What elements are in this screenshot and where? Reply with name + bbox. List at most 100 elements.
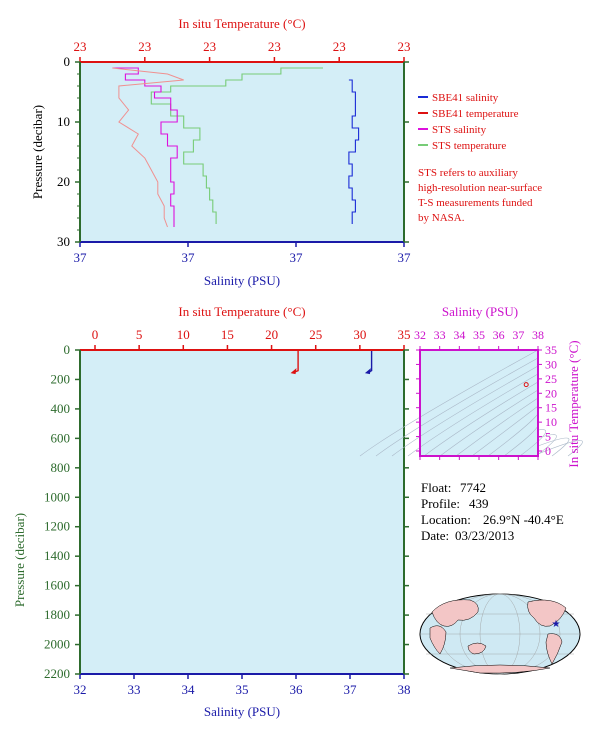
bottom-pressure-tick-label: 1000 [44, 489, 70, 504]
bottom-temp-tick-label: 5 [136, 327, 143, 342]
bottom-pressure-ticks: 0 200 400 600 800 1000 1200 1400 1600 1800 2000 220… [44, 342, 409, 681]
legend-label-sts-salinity: STS salinity [432, 124, 487, 136]
bottom-series-line [368, 350, 373, 373]
bottom-pressure-tick-label: 1200 [44, 519, 70, 534]
ts-points [523, 382, 529, 388]
top-sal-tick-label: 37 [182, 250, 196, 265]
bottom-series-end-marker [290, 368, 297, 375]
sts-note-line-1: STS refers to auxiliary [418, 167, 518, 179]
bottom-temp-tick-label: 25 [309, 327, 322, 342]
bottom-pressure-tick-label: 800 [51, 460, 71, 475]
ts-contour [471, 405, 539, 457]
world-map: ★ [419, 593, 581, 675]
legend: SBE41 salinity SBE41 temperature STS sal… [418, 92, 519, 152]
bottom-sal-tick-label: 35 [236, 682, 249, 697]
top-sts-salinity-line [112, 67, 178, 227]
ts-contour [407, 373, 539, 457]
bottom-series-line [294, 350, 299, 373]
sts-note: STS refers to auxiliary high-resolution … [418, 167, 542, 224]
ts-contour [487, 413, 539, 457]
float-location-marker: ★ [552, 619, 561, 630]
ts-contour [455, 397, 539, 457]
top-red-trace [112, 67, 184, 228]
bottom-temp-tick-label: 35 [398, 327, 411, 342]
ts-temp-tick-label: 0 [545, 444, 551, 458]
top-temp-ticks: 23 23 23 23 23 23 [74, 39, 411, 62]
location-value: 26.9°N -40.4°E [483, 512, 564, 527]
date-value: 03/23/2013 [455, 528, 514, 543]
bottom-temp-tick-label: 10 [177, 327, 190, 342]
sts-note-line-4: by NASA. [418, 212, 465, 224]
top-pressure-tick-label: 20 [57, 174, 70, 189]
float-info: Float: 7742 Profile: 439 Location: 26.9°… [421, 480, 564, 543]
bottom-temp-tick-label: 20 [265, 327, 278, 342]
top-pressure-title: Pressure (decibar) [30, 105, 45, 199]
bottom-series-end-marker [364, 368, 371, 375]
map-antarctica [449, 664, 551, 674]
bottom-sal-ticks: 32 33 34 35 36 37 38 [74, 674, 411, 697]
ts-contour [439, 389, 539, 457]
top-pressure-ticks: 0 10 20 30 [57, 54, 409, 249]
top-pressure-tick-label: 0 [64, 54, 71, 69]
map-australia [467, 642, 487, 655]
profile-value: 439 [469, 496, 489, 511]
ts-contour [537, 437, 570, 457]
float-value: 7742 [460, 480, 486, 495]
bottom-plot-area [80, 350, 404, 674]
ts-sal-tick-label: 33 [434, 328, 446, 342]
location-label: Location: [421, 512, 471, 527]
bottom-temp-tick-label: 30 [353, 327, 366, 342]
bottom-pressure-tick-label: 0 [64, 342, 71, 357]
bottom-pressure-tick-label: 200 [51, 371, 71, 386]
legend-label-sbe41-temperature: SBE41 temperature [432, 108, 519, 120]
ts-temp-title: In situ Temperature (°C) [566, 340, 581, 467]
top-sal-tick-label: 37 [74, 250, 88, 265]
bottom-pressure-title: Pressure (decibar) [12, 513, 27, 607]
ts-temp-tick-label: 20 [545, 386, 557, 400]
sts-note-line-2: high-resolution near-surface [418, 182, 542, 194]
top-series-line [112, 67, 178, 227]
bottom-pressure-tick-label: 1400 [44, 548, 70, 563]
bottom-sal-tick-label: 37 [344, 682, 358, 697]
date-label: Date: [421, 528, 449, 543]
ts-sal-tick-label: 36 [493, 328, 505, 342]
bottom-sal-axis-title: Salinity (PSU) [204, 704, 280, 719]
ts-sal-tick-label: 38 [532, 328, 544, 342]
bottom-temp-ticks: 0 5 10 15 20 25 30 35 [92, 327, 411, 350]
ts-sal-tick-label: 37 [512, 328, 524, 342]
top-temp-tick-label: 23 [333, 39, 346, 54]
ts-temp-tick-label: 35 [545, 343, 557, 357]
bottom-pressure-tick-label: 400 [51, 401, 71, 416]
bottom-temp-axis-title: In situ Temperature (°C) [178, 304, 305, 319]
ts-contour [359, 349, 539, 457]
bottom-pressure-tick-label: 1800 [44, 607, 70, 622]
top-sal-axis-title: Salinity (PSU) [204, 273, 280, 288]
ts-temp-tick-label: 15 [545, 401, 557, 415]
top-sbe41-salinity-line [348, 79, 360, 224]
map-land [429, 599, 567, 674]
ts-temp-tick-label: 25 [545, 372, 557, 386]
top-temp-tick-label: 23 [268, 39, 281, 54]
ts-contour [519, 429, 547, 457]
float-label: Float: [421, 480, 451, 495]
top-pressure-tick-label: 10 [57, 114, 70, 129]
ts-sal-tick-label: 34 [453, 328, 465, 342]
ts-contour [535, 434, 557, 457]
map-eurasia [431, 599, 479, 627]
ts-temp-tick-label: 30 [545, 357, 557, 371]
bottom-temp-tick-label: 0 [92, 327, 99, 342]
top-pressure-tick-label: 30 [57, 234, 70, 249]
top-series-line [348, 79, 360, 224]
map-south-america [545, 633, 563, 665]
ts-contour [375, 357, 539, 457]
ts-contour [391, 365, 539, 457]
top-temp-axis-title: In situ Temperature (°C) [178, 16, 305, 31]
ts-temp-tick-label: 10 [545, 415, 557, 429]
ts-contour [423, 381, 539, 457]
top-temp-tick-label: 23 [203, 39, 216, 54]
ts-sal-title: Salinity (PSU) [442, 304, 518, 319]
top-sts-temp-trace [112, 67, 184, 228]
top-sal-tick-label: 37 [398, 250, 412, 265]
bottom-sal-tick-label: 36 [290, 682, 304, 697]
